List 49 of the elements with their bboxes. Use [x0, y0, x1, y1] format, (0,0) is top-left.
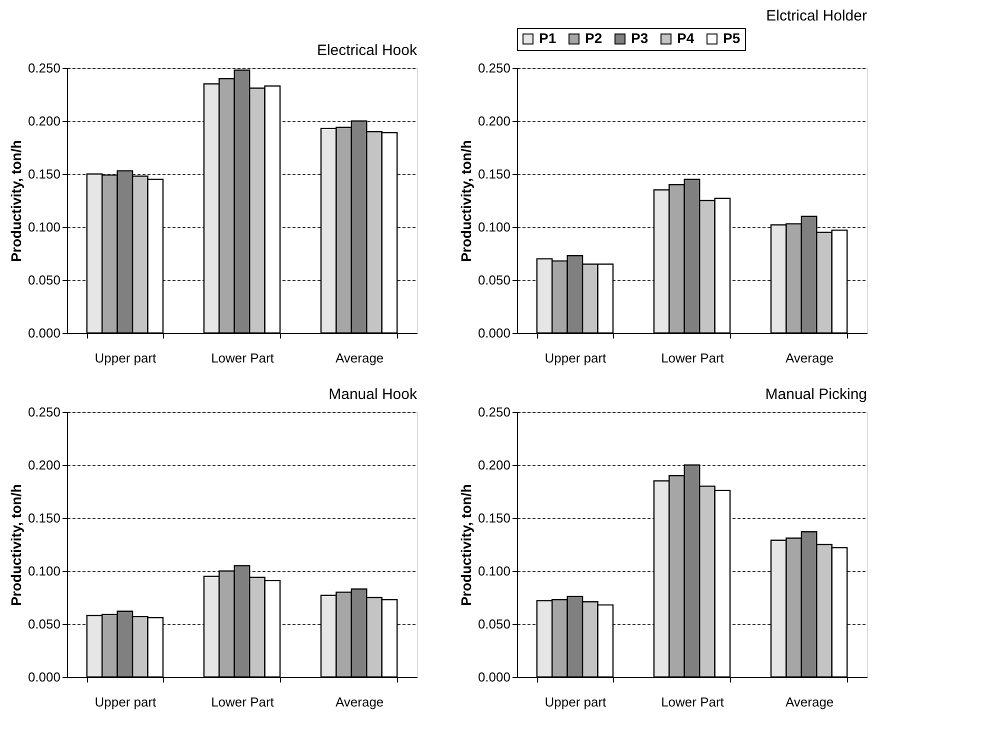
- x-tick-label: Lower Part: [661, 350, 724, 366]
- y-axis-title: Productivity, ton/h: [8, 484, 24, 606]
- legend-label: P3: [631, 30, 648, 46]
- x-tick-label: Lower Part: [211, 694, 274, 710]
- y-tick-label: 0.200: [478, 114, 510, 128]
- y-tick-label: 0.000: [478, 670, 510, 684]
- x-tick-label: Average: [785, 694, 834, 710]
- x-tick-label: Upper part: [544, 694, 607, 710]
- y-tick-label: 0.250: [478, 404, 510, 420]
- chart-title: Manual Picking: [765, 386, 867, 403]
- y-tick-label: 0.050: [478, 272, 510, 288]
- y-tick-label: 0.050: [478, 616, 510, 632]
- y-tick-label: 0.000: [478, 326, 510, 340]
- y-tick-label: 0.100: [28, 564, 60, 578]
- y-axis-title: Productivity, ton/h: [458, 484, 474, 606]
- y-tick-label: 0.000: [28, 670, 60, 684]
- y-tick-label: 0.050: [28, 272, 60, 288]
- y-tick-label: 0.250: [478, 60, 510, 76]
- x-tick-label: Upper part: [94, 694, 157, 710]
- chart-title: Electrical Hook: [316, 42, 418, 59]
- y-tick-label: 0.000: [28, 326, 60, 340]
- y-tick-label: 0.250: [28, 60, 60, 76]
- y-tick-label: 0.100: [28, 220, 60, 234]
- y-tick-label: 0.250: [28, 404, 60, 420]
- y-tick-label: 0.200: [28, 114, 60, 128]
- y-tick-label: 0.200: [28, 458, 60, 472]
- x-tick-label: Average: [335, 694, 384, 710]
- y-tick-label: 0.100: [478, 220, 510, 234]
- legend-label: P2: [585, 30, 602, 46]
- x-tick-label: Upper part: [94, 350, 157, 366]
- y-tick-label: 0.150: [28, 166, 60, 182]
- y-tick-label: 0.050: [28, 616, 60, 632]
- x-tick-label: Lower Part: [661, 694, 724, 710]
- legend-label: P5: [723, 30, 740, 46]
- y-tick-label: 0.150: [478, 510, 510, 526]
- legend-label: P4: [677, 30, 694, 46]
- x-tick-label: Average: [335, 350, 384, 366]
- x-tick-label: Lower Part: [211, 350, 274, 366]
- y-tick-label: 0.150: [478, 166, 510, 182]
- y-tick-label: 0.100: [478, 564, 510, 578]
- y-axis-title: Productivity, ton/h: [458, 140, 474, 262]
- y-tick-label: 0.150: [28, 510, 60, 526]
- y-tick-label: 0.200: [478, 458, 510, 472]
- chart-title: Elctrical Holder: [766, 8, 867, 24]
- x-tick-label: Average: [785, 350, 834, 366]
- chart-title: Manual Hook: [328, 386, 418, 403]
- legend-label: P1: [539, 30, 556, 46]
- y-axis-title: Productivity, ton/h: [8, 140, 24, 262]
- x-tick-label: Upper part: [544, 350, 607, 366]
